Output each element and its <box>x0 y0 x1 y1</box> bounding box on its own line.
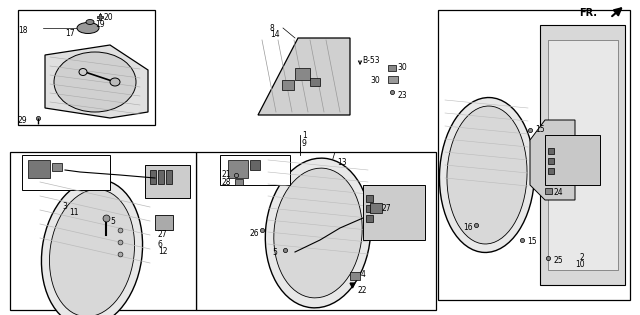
Text: 19: 19 <box>95 20 104 29</box>
Text: 3: 3 <box>62 202 67 211</box>
Polygon shape <box>220 155 290 185</box>
Text: FR.: FR. <box>579 8 597 18</box>
Bar <box>370 203 382 213</box>
Text: 27: 27 <box>382 204 392 213</box>
Text: 4: 4 <box>361 270 366 279</box>
Text: 20: 20 <box>104 13 114 22</box>
Polygon shape <box>530 120 575 200</box>
Text: 23: 23 <box>398 91 408 100</box>
Polygon shape <box>196 152 436 310</box>
Text: 6: 6 <box>158 240 163 249</box>
Bar <box>310 78 320 86</box>
Bar <box>228 160 248 178</box>
Ellipse shape <box>274 168 362 298</box>
Bar <box>548 158 554 164</box>
Bar <box>28 160 50 178</box>
Bar <box>366 195 373 202</box>
Text: 11: 11 <box>69 208 79 217</box>
Polygon shape <box>45 45 148 118</box>
Text: 28: 28 <box>222 178 232 187</box>
Bar <box>350 272 360 280</box>
Text: 21: 21 <box>222 170 232 179</box>
Text: 15: 15 <box>535 125 545 134</box>
Polygon shape <box>18 10 155 125</box>
Polygon shape <box>540 25 625 285</box>
Ellipse shape <box>49 189 134 315</box>
Text: 5: 5 <box>272 248 277 257</box>
Text: 15: 15 <box>527 237 536 246</box>
Text: 8: 8 <box>270 24 275 33</box>
Polygon shape <box>438 10 630 300</box>
Bar <box>548 168 554 174</box>
Text: 29: 29 <box>18 116 28 125</box>
Text: 10: 10 <box>575 260 584 269</box>
Bar <box>250 160 260 170</box>
Ellipse shape <box>266 158 371 308</box>
Text: 27: 27 <box>158 230 168 239</box>
Ellipse shape <box>79 68 87 76</box>
Bar <box>158 170 164 184</box>
Text: 18: 18 <box>18 26 28 35</box>
Polygon shape <box>548 40 618 270</box>
Text: 7: 7 <box>330 152 335 161</box>
Bar <box>548 148 554 154</box>
Bar <box>388 65 396 71</box>
Bar <box>545 188 552 194</box>
Polygon shape <box>10 152 196 310</box>
Text: 17: 17 <box>65 29 75 38</box>
Text: 16: 16 <box>463 223 472 232</box>
Polygon shape <box>363 185 425 240</box>
Bar <box>155 215 173 230</box>
Bar <box>282 80 294 90</box>
Text: 5: 5 <box>110 217 115 226</box>
Text: 26: 26 <box>249 229 259 238</box>
Bar <box>366 205 373 212</box>
Text: 24: 24 <box>554 188 564 197</box>
Bar <box>52 163 62 171</box>
Polygon shape <box>545 135 600 185</box>
Bar <box>150 170 156 184</box>
Bar <box>235 179 243 185</box>
Polygon shape <box>22 155 110 190</box>
Text: 2: 2 <box>580 253 585 262</box>
Text: 14: 14 <box>270 30 280 39</box>
Text: B-53: B-53 <box>362 56 380 65</box>
Ellipse shape <box>86 20 94 25</box>
Text: 30: 30 <box>397 63 407 72</box>
Bar <box>388 76 398 83</box>
Polygon shape <box>145 165 190 198</box>
Text: 9: 9 <box>302 139 307 148</box>
Text: 30: 30 <box>371 76 380 85</box>
Ellipse shape <box>447 106 527 244</box>
Bar <box>166 170 172 184</box>
Ellipse shape <box>77 22 99 33</box>
Text: 22: 22 <box>357 286 367 295</box>
Ellipse shape <box>110 78 120 86</box>
Polygon shape <box>258 38 350 115</box>
Bar <box>295 68 310 80</box>
Bar <box>366 215 373 222</box>
Text: 13: 13 <box>337 158 347 167</box>
Ellipse shape <box>42 179 143 315</box>
Text: 25: 25 <box>553 256 563 265</box>
Ellipse shape <box>54 52 136 112</box>
Text: 12: 12 <box>158 247 168 256</box>
Ellipse shape <box>440 98 534 252</box>
Text: 1: 1 <box>302 131 307 140</box>
